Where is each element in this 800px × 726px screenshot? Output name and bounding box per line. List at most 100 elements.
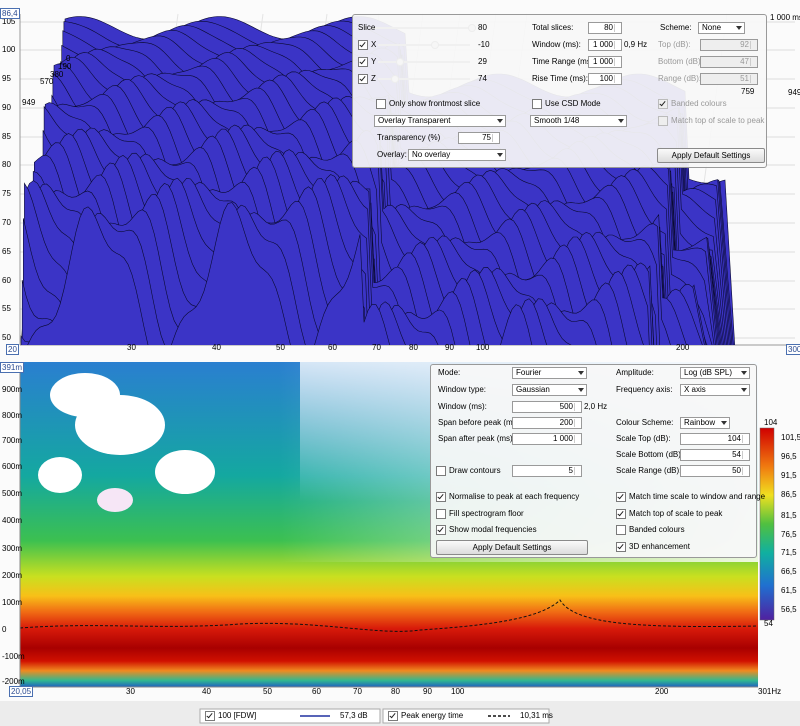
- z-tick-label dis: 949: [788, 88, 800, 97]
- checkbox[interactable]: [616, 509, 626, 519]
- input[interactable]: 500: [512, 401, 582, 413]
- y-tick-label: 60: [2, 276, 11, 285]
- checkbox-label: Banded colours: [671, 99, 727, 108]
- scale-label: 61,5: [781, 586, 797, 595]
- checkbox-label: Match time scale to window and range: [629, 492, 766, 501]
- dropdown[interactable]: Smooth 1/48: [530, 115, 627, 127]
- checkbox-label: Banded colours: [629, 525, 685, 534]
- x-tick-label: 70: [353, 687, 362, 696]
- label: Transparency (%): [377, 133, 441, 142]
- checkbox[interactable]: [616, 492, 626, 502]
- y-tick-label: 0: [2, 625, 7, 634]
- checkbox[interactable]: [358, 57, 368, 67]
- scale-label: 56,5: [781, 605, 797, 614]
- label: Top (dB):: [658, 40, 691, 49]
- checkbox[interactable]: [205, 711, 215, 721]
- y-tick-label: 100: [2, 45, 16, 54]
- checkbox[interactable]: [436, 466, 446, 476]
- y-tick-label: 55: [2, 304, 11, 313]
- label: Mode:: [438, 368, 461, 377]
- dropdown[interactable]: X axis: [680, 384, 750, 396]
- input[interactable]: 100: [588, 73, 622, 85]
- input[interactable]: 1 000: [588, 39, 622, 51]
- button[interactable]: Apply Default Settings: [657, 148, 765, 163]
- x-tick-label: 200: [655, 687, 669, 696]
- input[interactable]: 1 000: [512, 433, 582, 445]
- x-end-box: 300: [786, 344, 800, 355]
- input[interactable]: 51: [700, 73, 758, 85]
- dropdown[interactable]: Rainbow: [680, 417, 730, 429]
- x-tick-label: 60: [312, 687, 321, 696]
- z-tick-label dis: 759: [741, 87, 755, 96]
- label: Scale Top (dB):: [616, 434, 671, 443]
- label: Frequency axis:: [616, 385, 673, 394]
- z-tick-label: 570: [40, 77, 54, 86]
- checkbox-label: Match top of scale to peak: [671, 116, 765, 125]
- label: Span after peak (ms):: [438, 434, 515, 443]
- dropdown[interactable]: Gaussian: [512, 384, 587, 396]
- input[interactable]: 1 000: [588, 56, 622, 68]
- button[interactable]: Apply Default Settings: [436, 540, 588, 555]
- checkbox[interactable]: [436, 492, 446, 502]
- label: 57,3 dB: [340, 711, 368, 720]
- label: 0,9 Hz: [624, 40, 648, 49]
- x-tick-label: 40: [212, 343, 221, 352]
- checkbox[interactable]: [436, 525, 446, 535]
- scale-label: 71,5: [781, 548, 797, 557]
- checkbox[interactable]: [436, 509, 446, 519]
- checkbox[interactable]: [388, 711, 398, 721]
- checkbox-label: Match top of scale to peak: [629, 509, 723, 518]
- label: Scheme:: [660, 23, 692, 32]
- input[interactable]: 50: [680, 465, 750, 477]
- dropdown[interactable]: Overlay Transparent: [374, 115, 506, 127]
- y-tick-label: -200m: [2, 677, 25, 686]
- y-top-box: 391m: [0, 362, 25, 373]
- checkbox-label: Only show frontmost slice: [389, 99, 481, 108]
- label: 29: [478, 57, 487, 66]
- checkbox-label: Z: [371, 74, 376, 83]
- label: 80: [478, 23, 487, 32]
- checkbox[interactable]: [616, 525, 626, 535]
- input[interactable]: 80: [588, 22, 622, 34]
- y-tick-label: 600m: [2, 462, 23, 471]
- input[interactable]: 54: [680, 449, 750, 461]
- label: Colour Scheme:: [616, 418, 674, 427]
- scale-label: 54: [764, 619, 773, 628]
- input[interactable]: 5: [512, 465, 582, 477]
- x-tick-label: 70: [372, 343, 381, 352]
- label: Scale Bottom (dB):: [616, 450, 684, 459]
- input[interactable]: 104: [680, 433, 750, 445]
- checkbox[interactable]: [658, 116, 668, 126]
- y-top-box: 86,4: [0, 8, 20, 19]
- checkbox-label: 3D enhancement: [629, 542, 690, 551]
- input[interactable]: 200: [512, 417, 582, 429]
- input[interactable]: 47: [700, 56, 758, 68]
- input[interactable]: 92: [700, 39, 758, 51]
- checkbox[interactable]: [358, 40, 368, 50]
- label: 2,0 Hz: [584, 402, 608, 411]
- checkbox-label: Fill spectrogram floor: [449, 509, 524, 518]
- checkbox[interactable]: [358, 74, 368, 84]
- x-tick-label: 100: [476, 343, 490, 352]
- label: Slice: [358, 23, 376, 32]
- y-tick-label: 70: [2, 218, 11, 227]
- checkbox-label: Y: [371, 57, 377, 66]
- x-tick-label: 80: [391, 687, 400, 696]
- dropdown[interactable]: Fourier: [512, 367, 587, 379]
- checkbox-label: Normalise to peak at each frequency: [449, 492, 580, 501]
- checkbox[interactable]: [532, 99, 542, 109]
- label: 74: [478, 74, 487, 83]
- x-tick-label: 40: [202, 687, 211, 696]
- spectrogram-controls: [430, 364, 757, 558]
- dropdown[interactable]: None: [698, 22, 745, 34]
- dropdown[interactable]: Log (dB SPL): [680, 367, 750, 379]
- checkbox[interactable]: [376, 99, 386, 109]
- checkbox[interactable]: [658, 99, 668, 109]
- x-start-box: 20: [6, 344, 19, 355]
- checkbox[interactable]: [616, 542, 626, 552]
- label: Scale Range (dB):: [616, 466, 682, 475]
- dropdown[interactable]: No overlay: [408, 149, 506, 161]
- input[interactable]: 75: [458, 132, 500, 144]
- scale-label: 76,5: [781, 530, 797, 539]
